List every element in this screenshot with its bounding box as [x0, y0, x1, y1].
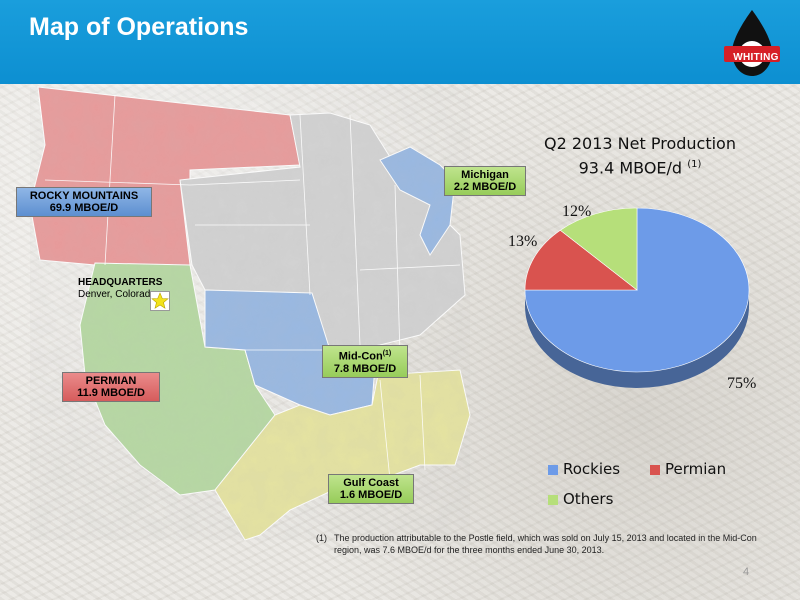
- rocky-mountains-name: ROCKY MOUNTAINS: [29, 190, 139, 202]
- legend-item-permian: Permian: [650, 460, 726, 478]
- legend-swatch-rockies: [548, 464, 558, 475]
- permian-value: 11.9 MBOE/D: [77, 387, 145, 399]
- header-bar: Map of Operations: [0, 0, 800, 84]
- legend-swatch-others: [548, 494, 558, 505]
- legend-label-permian: Permian: [665, 460, 727, 478]
- legend-item-others: Others: [548, 490, 613, 508]
- legend-label-others: Others: [563, 490, 614, 508]
- michigan-value: 2.2 MBOE/D: [453, 181, 517, 193]
- headquarters-label: HEADQUARTERS Denver, Colorado: [78, 277, 162, 301]
- pie-side-rockies: [525, 290, 749, 388]
- legend-item-rockies: Rockies: [548, 460, 620, 478]
- chart-title: Q2 2013 Net Production: [544, 134, 736, 153]
- pie-slice-others: [559, 207, 638, 291]
- michigan-name: Michigan: [461, 169, 509, 181]
- label-rocky-mountains: ROCKY MOUNTAINS 69.9 MBOE/D: [16, 187, 152, 217]
- pie-label-others: 12%: [562, 203, 592, 220]
- headquarters-star-icon: [150, 291, 170, 311]
- whiting-logo-icon: [724, 10, 780, 76]
- logo-text: WHITING: [733, 52, 779, 63]
- mid-con-name: Mid-Con: [338, 350, 383, 363]
- pie-label-rockies: 75%: [727, 375, 757, 392]
- label-gulf-coast: Gulf Coast 1.6 MBOE/D: [328, 474, 414, 504]
- gulf-coast-value: 1.6 MBOE/D: [339, 489, 403, 501]
- headquarters-location: Denver, Colorado: [78, 289, 156, 300]
- mid-con-value: 7.8 MBOE/D: [333, 362, 397, 375]
- footnote-text: The production attributable to the Postl…: [334, 533, 757, 555]
- footnote-number: (1): [316, 533, 327, 543]
- pie-slice-permian: [524, 229, 638, 291]
- permian-name: PERMIAN: [85, 375, 137, 387]
- pie-label-permian: 13%: [508, 233, 538, 250]
- label-mid-con: Mid-Con(1) 7.8 MBOE/D: [322, 345, 408, 378]
- label-michigan: Michigan 2.2 MBOE/D: [444, 166, 526, 196]
- mid-con-sup: (1): [382, 350, 392, 357]
- production-pie-chart: [524, 207, 750, 388]
- chart-title-block: Q2 2013 Net Production 93.4 MBOE/d (1): [505, 133, 775, 178]
- chart-subtitle-sup: (1): [687, 159, 702, 170]
- legend-label-rockies: Rockies: [563, 460, 621, 478]
- legend-swatch-permian: [650, 464, 660, 475]
- chart-subtitle: 93.4 MBOE/d: [578, 158, 683, 178]
- page-title: Map of Operations: [29, 13, 249, 41]
- label-permian: PERMIAN 11.9 MBOE/D: [62, 372, 160, 402]
- headquarters-title: HEADQUARTERS: [78, 277, 163, 288]
- page-number: 4: [743, 566, 750, 578]
- gulf-coast-name: Gulf Coast: [343, 477, 399, 489]
- us-operations-map: [29, 86, 471, 541]
- rocky-mountains-value: 69.9 MBOE/D: [49, 202, 119, 214]
